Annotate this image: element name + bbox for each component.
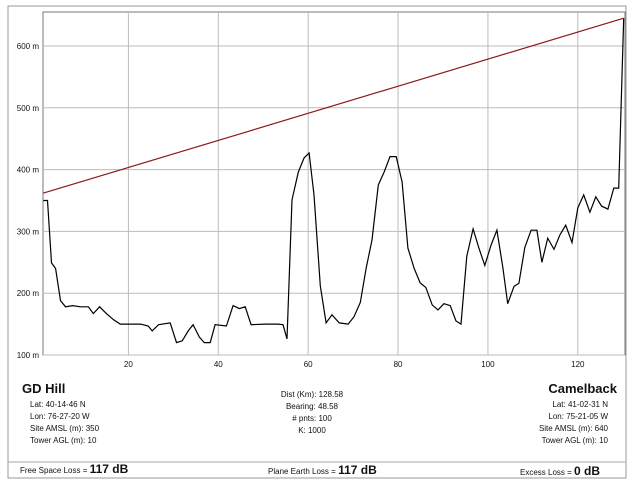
y-tick-label: 200 m (17, 289, 40, 298)
frame (7, 5, 627, 479)
loss: Excess Loss = 0 dB (520, 464, 600, 478)
info-line: Site AMSL (m): 640 (539, 424, 609, 433)
info-line: # pnts: 100 (292, 414, 332, 423)
y-tick-label: 600 m (17, 42, 40, 51)
info-line: Site AMSL (m): 350 (30, 424, 100, 433)
info-line: Bearing: 48.58 (286, 402, 339, 411)
y-tick-label: 500 m (17, 104, 40, 113)
y-tick-label: 100 m (17, 351, 40, 360)
series-line (43, 17, 624, 194)
site-name: Camelback (548, 381, 617, 396)
loss-label: Plane Earth Loss = (268, 467, 336, 476)
loss: Free Space Loss = 117 dB (20, 462, 129, 476)
loss-value: 0 dB (574, 464, 600, 478)
info-line: Dist (Km): 128.58 (281, 390, 344, 399)
loss-value: 117 dB (338, 463, 377, 477)
x-tick-label: 60 (304, 360, 313, 369)
loss-label: Free Space Loss = (20, 466, 88, 475)
info-line: Lat: 41-02-31 N (552, 400, 608, 409)
x-tick-label: 40 (214, 360, 223, 369)
info-line: Lat: 40-14-46 N (30, 400, 86, 409)
loss-value: 117 dB (90, 462, 129, 476)
x-tick-label: 20 (124, 360, 133, 369)
x-tick-label: 80 (394, 360, 403, 369)
y-tick-label: 400 m (17, 166, 40, 175)
info-line: Lon: 75-21-05 W (548, 412, 608, 421)
plot-area (42, 11, 626, 356)
info-line: Tower AGL (m): 10 (30, 436, 97, 445)
y-tick-label: 300 m (17, 227, 40, 236)
info-line: K: 1000 (298, 426, 326, 435)
x-tick-label: 100 (481, 360, 495, 369)
loss: Plane Earth Loss = 117 dB (268, 463, 377, 477)
x-tick-label: 120 (571, 360, 585, 369)
loss-label: Excess Loss = (520, 468, 572, 477)
site-name: GD Hill (22, 381, 65, 396)
series-line (43, 18, 625, 344)
info-line: Lon: 76-27-20 W (30, 412, 90, 421)
info-line: Tower AGL (m): 10 (542, 436, 609, 445)
